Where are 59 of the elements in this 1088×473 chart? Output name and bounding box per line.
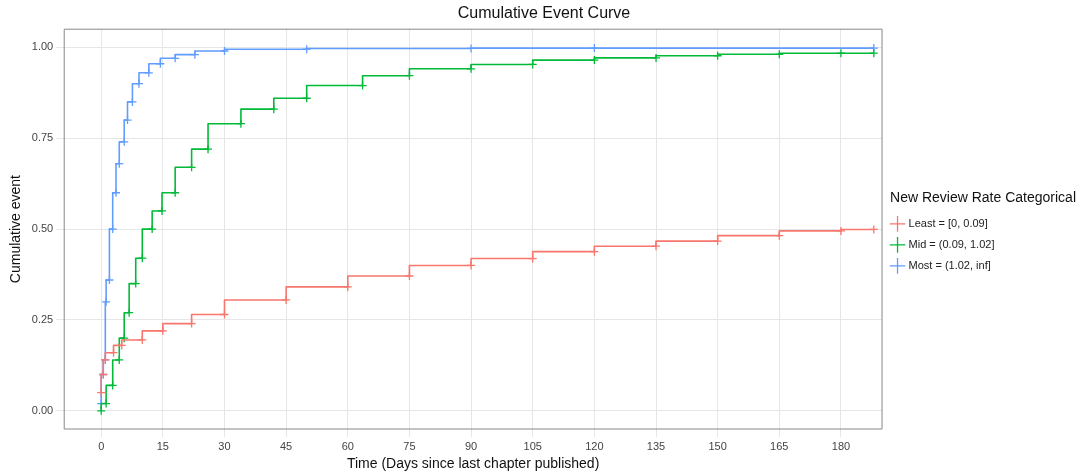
point [114, 355, 124, 365]
point [101, 398, 111, 409]
y-tick-label: 0.75 [31, 131, 54, 144]
x-tick-label: 165 [770, 439, 789, 452]
point [589, 43, 600, 53]
point [651, 241, 661, 251]
point [466, 260, 476, 271]
y-tick-label: 0.00 [31, 403, 54, 416]
point [343, 282, 353, 292]
point [111, 188, 121, 198]
y-tick-label: 1.00 [31, 40, 54, 53]
point [190, 49, 200, 60]
point [589, 55, 600, 65]
x-tick-label: 45 [280, 439, 293, 452]
point [137, 335, 147, 345]
legend-label: Most = (1.02, inf] [908, 258, 991, 271]
x-tick-label: 75 [403, 439, 416, 452]
point [119, 333, 129, 343]
legend-label: Least = [0, 0.09] [908, 216, 988, 229]
x-axis-title: Time (Days since last chapter published) [346, 455, 600, 472]
y-axis-title: Cumulative event [7, 174, 24, 284]
point [134, 79, 144, 89]
point [836, 48, 846, 58]
x-tick-label: 105 [523, 439, 542, 452]
point [122, 115, 133, 125]
x-tick-label: 60 [341, 439, 354, 452]
point [127, 97, 138, 107]
point [281, 295, 291, 305]
point [119, 137, 129, 147]
x-tick-label: 0 [98, 439, 105, 452]
x-tick-label: 180 [831, 439, 851, 452]
point [124, 308, 134, 318]
point [836, 226, 846, 236]
y-tick-label: 0.25 [31, 312, 54, 325]
x-tick-label: 30 [218, 439, 231, 452]
legend-title: New Review Rate Categorical [890, 189, 1076, 206]
point [158, 326, 168, 336]
point [104, 275, 115, 285]
point [147, 224, 157, 234]
point [219, 46, 230, 56]
x-tick-label: 15 [156, 439, 169, 452]
point [101, 297, 111, 307]
point [203, 144, 213, 154]
x-tick-label: 150 [708, 439, 727, 452]
point [651, 53, 661, 63]
point [157, 206, 167, 216]
point [466, 43, 476, 54]
x-tick-label: 135 [646, 439, 666, 452]
point [466, 64, 476, 74]
x-tick-label: 120 [585, 439, 604, 452]
chart-title: Cumulative Event Curve [457, 4, 631, 22]
legend-label: Mid = (0.09, 1.02] [908, 237, 995, 250]
point [144, 68, 154, 78]
y-tick-label: 0.50 [31, 222, 54, 235]
point [108, 224, 118, 234]
point [236, 119, 246, 129]
point [404, 271, 415, 281]
point [713, 236, 723, 246]
x-tick-label: 90 [464, 439, 478, 452]
